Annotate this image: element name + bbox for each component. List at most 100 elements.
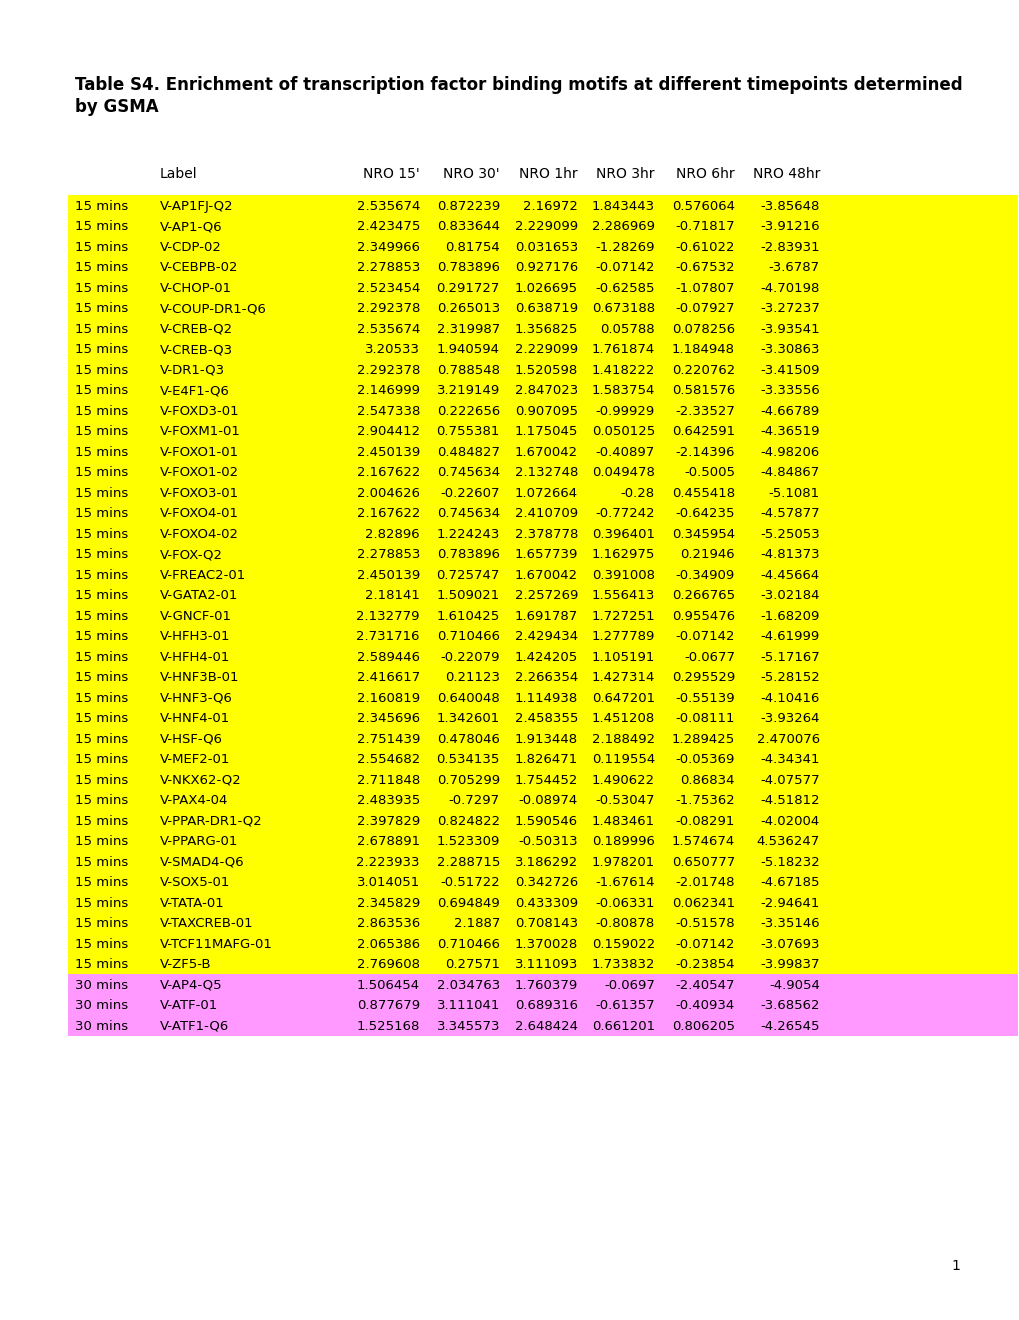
Text: -1.75362: -1.75362 (675, 795, 735, 808)
Text: -0.23854: -0.23854 (675, 958, 735, 972)
Text: -3.91216: -3.91216 (759, 220, 819, 234)
Text: NRO 48hr: NRO 48hr (752, 168, 819, 181)
Text: 2.751439: 2.751439 (357, 733, 420, 746)
Text: 1.427314: 1.427314 (591, 672, 654, 684)
Text: V-HNF4-01: V-HNF4-01 (160, 713, 230, 725)
Text: -2.33527: -2.33527 (675, 405, 735, 417)
Text: 2.450139: 2.450139 (357, 446, 420, 459)
Text: V-HNF3-Q6: V-HNF3-Q6 (160, 692, 232, 705)
Text: NRO 3hr: NRO 3hr (596, 168, 654, 181)
Text: 2.82896: 2.82896 (365, 528, 420, 541)
Text: 1.451208: 1.451208 (591, 713, 654, 725)
Text: -3.93541: -3.93541 (759, 323, 819, 335)
Text: V-PPAR-DR1-Q2: V-PPAR-DR1-Q2 (160, 814, 263, 828)
Text: 15 mins: 15 mins (75, 937, 128, 950)
Text: -4.84867: -4.84867 (760, 466, 819, 479)
Bar (68, 994, 1017, 1015)
Bar (68, 871, 1017, 892)
Text: 2.711848: 2.711848 (357, 774, 420, 787)
Text: 0.484827: 0.484827 (436, 446, 499, 459)
Text: -2.01748: -2.01748 (675, 876, 735, 890)
Text: -4.57877: -4.57877 (759, 507, 819, 520)
Text: -0.50313: -0.50313 (518, 836, 578, 849)
Text: 0.806205: 0.806205 (672, 1020, 735, 1032)
Bar (68, 645, 1017, 667)
Text: 1.760379: 1.760379 (515, 978, 578, 991)
Text: 2.678891: 2.678891 (357, 836, 420, 849)
Text: 2.286969: 2.286969 (591, 220, 654, 234)
Text: 0.745634: 0.745634 (436, 507, 499, 520)
Text: 2.345696: 2.345696 (357, 713, 420, 725)
Text: NRO 1hr: NRO 1hr (519, 168, 578, 181)
Text: -2.40547: -2.40547 (675, 978, 735, 991)
Text: -3.99837: -3.99837 (760, 958, 819, 972)
Text: -3.27237: -3.27237 (759, 302, 819, 315)
Text: 1.072664: 1.072664 (515, 487, 578, 500)
Text: 1.490622: 1.490622 (591, 774, 654, 787)
Bar (68, 912, 1017, 933)
Text: 0.119554: 0.119554 (591, 754, 654, 766)
Text: 0.062341: 0.062341 (672, 896, 735, 909)
Text: 1.026695: 1.026695 (515, 281, 578, 294)
Text: 2.257269: 2.257269 (515, 589, 578, 602)
Bar (68, 851, 1017, 871)
Text: 2.378778: 2.378778 (515, 528, 578, 541)
Text: 15 mins: 15 mins (75, 548, 128, 561)
Text: 15 mins: 15 mins (75, 651, 128, 664)
Text: -5.18232: -5.18232 (759, 855, 819, 869)
Text: -3.35146: -3.35146 (759, 917, 819, 931)
Text: -0.62585: -0.62585 (595, 281, 654, 294)
Text: -0.71817: -0.71817 (675, 220, 735, 234)
Text: 15 mins: 15 mins (75, 917, 128, 931)
Text: -0.99929: -0.99929 (595, 405, 654, 417)
Text: V-SOX5-01: V-SOX5-01 (160, 876, 230, 890)
Bar (68, 297, 1017, 318)
Text: 2.349966: 2.349966 (357, 240, 420, 253)
Text: NRO 30': NRO 30' (443, 168, 499, 181)
Text: V-HFH3-01: V-HFH3-01 (160, 630, 230, 643)
Text: -0.53047: -0.53047 (595, 795, 654, 808)
Text: 15 mins: 15 mins (75, 446, 128, 459)
Text: 1.670042: 1.670042 (515, 446, 578, 459)
Bar (68, 421, 1017, 441)
Text: 30 mins: 30 mins (75, 1020, 128, 1032)
Text: -0.0677: -0.0677 (684, 651, 735, 664)
Text: 1.670042: 1.670042 (515, 569, 578, 582)
Text: 1.761874: 1.761874 (591, 343, 654, 356)
Text: 15 mins: 15 mins (75, 343, 128, 356)
Text: V-FOXO3-01: V-FOXO3-01 (160, 487, 238, 500)
Text: 0.391008: 0.391008 (591, 569, 654, 582)
Text: 0.705299: 0.705299 (436, 774, 499, 787)
Text: 1.590546: 1.590546 (515, 814, 578, 828)
Text: 1.175045: 1.175045 (515, 425, 578, 438)
Text: 3.014051: 3.014051 (357, 876, 420, 890)
Text: 0.877679: 0.877679 (357, 999, 420, 1012)
Text: 0.050125: 0.050125 (591, 425, 654, 438)
Text: 0.478046: 0.478046 (437, 733, 499, 746)
Text: by GSMA: by GSMA (75, 98, 159, 116)
Text: 2.278853: 2.278853 (357, 261, 420, 275)
Bar (68, 441, 1017, 462)
Bar (68, 482, 1017, 503)
Text: -0.22079: -0.22079 (440, 651, 499, 664)
Text: 1.224243: 1.224243 (436, 528, 499, 541)
Text: 0.266765: 0.266765 (672, 589, 735, 602)
Text: 15 mins: 15 mins (75, 220, 128, 234)
Text: 0.342726: 0.342726 (515, 876, 578, 890)
Text: 1.727251: 1.727251 (591, 610, 654, 623)
Text: -4.98206: -4.98206 (760, 446, 819, 459)
Text: 2.731716: 2.731716 (357, 630, 420, 643)
Text: 2.16972: 2.16972 (523, 199, 578, 213)
Text: -1.07807: -1.07807 (675, 281, 735, 294)
Text: V-CREB-Q3: V-CREB-Q3 (160, 343, 233, 356)
Text: -4.26545: -4.26545 (760, 1020, 819, 1032)
Text: 0.725747: 0.725747 (436, 569, 499, 582)
Text: 0.433309: 0.433309 (515, 896, 578, 909)
Text: 2.523454: 2.523454 (357, 281, 420, 294)
Text: 15 mins: 15 mins (75, 261, 128, 275)
Text: 15 mins: 15 mins (75, 466, 128, 479)
Text: 1.610425: 1.610425 (436, 610, 499, 623)
Text: V-ATF1-Q6: V-ATF1-Q6 (160, 1020, 229, 1032)
Text: 15 mins: 15 mins (75, 487, 128, 500)
Text: 0.21946: 0.21946 (680, 548, 735, 561)
